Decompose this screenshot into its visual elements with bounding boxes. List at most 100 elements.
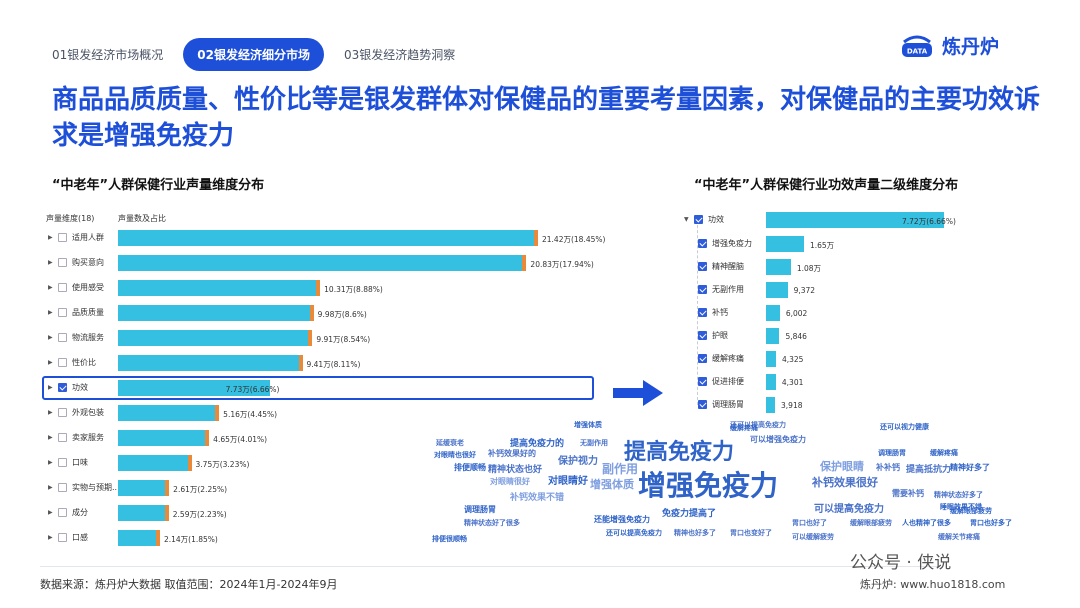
left-bar-6 xyxy=(118,380,270,396)
highlight-box xyxy=(42,376,594,400)
right-row-5[interactable]: 缓解疼痛 xyxy=(698,351,766,367)
left-row-10[interactable]: ▶ 实物与预期... xyxy=(48,480,120,496)
category-label: 无副作用 xyxy=(712,285,744,294)
expand-caret-icon[interactable]: ▶ xyxy=(48,359,53,366)
word-cloud-term: 胃口也变好了 xyxy=(730,529,772,537)
left-row-5[interactable]: ▶ 性价比 xyxy=(48,355,118,371)
word-cloud-term: 提高抵抗力 xyxy=(906,465,952,475)
left-value-label: 10.31万(8.88%) xyxy=(324,285,383,294)
expand-caret-icon[interactable]: ▶ xyxy=(48,284,53,291)
row-checkbox[interactable] xyxy=(58,383,67,392)
left-value-label: 2.14万(1.85%) xyxy=(163,535,218,544)
left-bar-7 xyxy=(118,405,220,421)
left-row-11[interactable]: ▶ 成分 xyxy=(48,505,118,521)
expand-caret-icon[interactable]: ▶ xyxy=(48,309,53,316)
right-value-label: 4,325 xyxy=(781,355,804,364)
category-label: 物流服务 xyxy=(72,333,104,342)
row-checkbox[interactable] xyxy=(58,258,67,267)
right-row-7[interactable]: 调理肠胃 xyxy=(698,397,766,413)
category-label: 口感 xyxy=(72,533,88,542)
expand-caret-icon[interactable]: ▶ xyxy=(48,334,53,341)
row-checkbox[interactable] xyxy=(58,533,67,542)
expand-caret-icon[interactable]: ▶ xyxy=(48,459,53,466)
right-row-4[interactable]: 护眼 xyxy=(698,328,766,344)
word-cloud-term: 可以增强免疫力 xyxy=(750,435,806,444)
category-label: 精神醒脑 xyxy=(712,262,744,271)
bar-tip xyxy=(205,430,210,446)
expand-caret-icon[interactable]: ▶ xyxy=(48,534,53,541)
row-checkbox[interactable] xyxy=(58,233,67,242)
row-checkbox[interactable] xyxy=(58,408,67,417)
left-row-4[interactable]: ▶ 物流服务 xyxy=(48,330,118,346)
right-row-2[interactable]: 无副作用 xyxy=(698,282,766,298)
word-cloud-term: 缓解疼痛 xyxy=(730,424,758,432)
word-cloud-term: 对眼睛也很好 xyxy=(434,451,476,459)
row-checkbox[interactable] xyxy=(698,377,707,386)
left-row-12[interactable]: ▶ 口感 xyxy=(48,530,118,546)
row-checkbox[interactable] xyxy=(698,331,707,340)
row-checkbox[interactable] xyxy=(694,215,703,224)
word-cloud-term: 增强体质 xyxy=(590,478,634,491)
expand-caret-icon[interactable]: ▶ xyxy=(48,434,53,441)
left-bar-4 xyxy=(118,330,313,346)
word-cloud: 提高免疫力 增强免疫力 补钙效果很好 保护眼睛 可以提高免疫力 免疫力提高了 增强体质 副作用… xyxy=(430,418,1030,548)
row-checkbox[interactable] xyxy=(698,239,707,248)
right-row-1[interactable]: 精神醒脑 xyxy=(698,259,766,275)
category-label: 缓解疼痛 xyxy=(712,354,744,363)
row-checkbox[interactable] xyxy=(698,354,707,363)
row-checkbox[interactable] xyxy=(58,308,67,317)
row-checkbox[interactable] xyxy=(58,433,67,442)
left-row-6[interactable]: ▶ 功效 xyxy=(48,380,118,396)
left-bar-3 xyxy=(118,305,314,321)
left-bar-12 xyxy=(118,530,160,546)
row-checkbox[interactable] xyxy=(698,285,707,294)
row-checkbox[interactable] xyxy=(58,508,67,517)
left-bar-0 xyxy=(118,230,538,246)
row-checkbox[interactable] xyxy=(58,483,67,492)
left-row-9[interactable]: ▶ 口味 xyxy=(48,455,118,471)
row-checkbox[interactable] xyxy=(58,458,67,467)
logo-text: 炼丹炉 xyxy=(942,35,1000,58)
left-row-3[interactable]: ▶ 品质质量 xyxy=(48,305,118,321)
expand-caret-icon[interactable]: ▶ xyxy=(48,484,53,491)
right-value-label: 9,372 xyxy=(793,286,816,295)
row-checkbox[interactable] xyxy=(58,358,67,367)
left-row-1[interactable]: ▶ 购买意向 xyxy=(48,255,118,271)
row-checkbox[interactable] xyxy=(58,283,67,292)
collapse-caret-icon[interactable]: ▼ xyxy=(684,216,689,223)
row-checkbox[interactable] xyxy=(698,262,707,271)
word-cloud-term: 补补钙 xyxy=(876,463,900,472)
expand-caret-icon[interactable]: ▶ xyxy=(48,509,53,516)
right-parent-row[interactable]: ▼ 功效 xyxy=(684,212,764,228)
row-checkbox[interactable] xyxy=(698,400,707,409)
nav-tab-2[interactable]: 02银发经济细分市场 xyxy=(183,38,324,71)
left-row-7[interactable]: ▶ 外观包装 xyxy=(48,405,118,421)
top-nav: 01银发经济市场概况 02银发经济细分市场 03银发经济趋势洞察 xyxy=(38,38,475,71)
left-bar-10 xyxy=(118,480,170,496)
left-row-2[interactable]: ▶ 使用感受 xyxy=(48,280,118,296)
expand-caret-icon[interactable]: ▶ xyxy=(48,384,53,391)
right-row-0[interactable]: 增强免疫力 xyxy=(698,236,766,252)
bar-tip xyxy=(316,280,321,296)
bar-tip xyxy=(155,530,160,546)
expand-caret-icon[interactable]: ▶ xyxy=(48,259,53,266)
right-bar-5 xyxy=(766,351,776,367)
expand-caret-icon[interactable]: ▶ xyxy=(48,234,53,241)
watermark-text: 公众号 · 侠说 xyxy=(850,553,952,573)
expand-caret-icon[interactable]: ▶ xyxy=(48,409,53,416)
right-row-6[interactable]: 促进排便 xyxy=(698,374,766,390)
word-cloud-term: 增强体质 xyxy=(574,421,602,429)
nav-tab-3[interactable]: 03银发经济趋势洞察 xyxy=(343,48,456,62)
bar-tip xyxy=(165,480,170,496)
word-cloud-term: 缓解疼痛 xyxy=(930,449,958,457)
left-row-0[interactable]: ▶ 适用人群 xyxy=(48,230,118,246)
word-cloud-term: 排便顺畅 xyxy=(454,463,486,472)
right-bar-4 xyxy=(766,328,780,344)
right-row-3[interactable]: 补钙 xyxy=(698,305,766,321)
left-value-label: 3.75万(3.23%) xyxy=(195,460,250,469)
row-checkbox[interactable] xyxy=(698,308,707,317)
category-label: 功效 xyxy=(72,383,88,392)
nav-tab-1[interactable]: 01银发经济市场概况 xyxy=(52,48,164,62)
left-row-8[interactable]: ▶ 卖家服务 xyxy=(48,430,118,446)
row-checkbox[interactable] xyxy=(58,333,67,342)
